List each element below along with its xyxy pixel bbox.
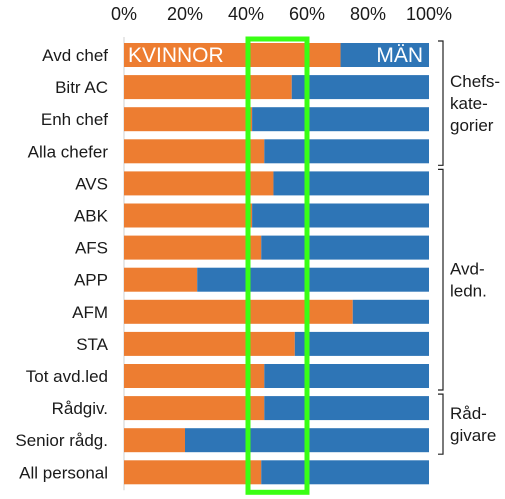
group-label: givare [450, 426, 496, 445]
bar-women [124, 460, 262, 485]
bar-men [264, 139, 429, 164]
bar-women [124, 364, 265, 388]
category-label: Alla chefer [28, 142, 109, 161]
bar-men [261, 460, 429, 485]
bar-men [340, 43, 429, 67]
x-tick-label: 0% [111, 4, 137, 24]
group-bracket [438, 40, 444, 166]
x-tick-label: 40% [228, 4, 264, 24]
bar-men [264, 364, 429, 388]
category-label: Senior rådg. [15, 431, 108, 450]
category-label: All personal [19, 463, 108, 482]
bar-men [261, 235, 429, 260]
category-label: Bitr AC [55, 78, 108, 97]
category-label: Rådgiv. [52, 399, 108, 418]
bar-men [352, 299, 429, 324]
group-label: Avd- [450, 260, 485, 279]
bar-women [124, 75, 292, 100]
category-label: AFM [72, 303, 108, 322]
group-label: Råd- [450, 404, 487, 423]
group-label: Chefs- [450, 72, 500, 91]
series-label-men: MÄN [376, 44, 423, 67]
bars [124, 43, 429, 485]
category-label: Enh chef [41, 110, 108, 129]
series-labels: KVINNOR MÄN [128, 44, 423, 67]
category-label: STA [76, 335, 108, 354]
category-labels: Avd chef Bitr AC Enh chef Alla chefer AVS ABK… [15, 46, 108, 482]
bar-men [197, 267, 429, 292]
bar-women [124, 43, 341, 67]
bar-women [124, 139, 265, 164]
group-label: gorier [450, 116, 494, 135]
bar-men [264, 396, 429, 421]
series-label-women: KVINNOR [128, 44, 224, 67]
highlight-band-frame [245, 36, 310, 495]
bar-men [252, 203, 429, 228]
category-label: Tot avd.led [26, 367, 108, 386]
group-brackets: Chefs-kate-gorier Avd-ledn. Råd-givare [438, 40, 500, 455]
bar-men [294, 331, 429, 356]
x-axis-ticks: 0% 20% 40% 60% 80% 100% [111, 4, 452, 24]
bar-women [124, 299, 353, 324]
x-tick-label: 100% [406, 4, 452, 24]
x-tick-label: 20% [167, 4, 203, 24]
group-bracket [438, 393, 444, 455]
category-label: AVS [75, 174, 108, 193]
bar-women [124, 267, 198, 292]
bar-women [124, 203, 253, 228]
bar-women [124, 235, 262, 260]
x-tick-label: 60% [289, 4, 325, 24]
bar-women [124, 171, 274, 196]
bar-women [124, 428, 185, 453]
group-bracket [438, 168, 444, 391]
bar-women [124, 396, 265, 421]
category-label: ABK [74, 207, 109, 226]
bar-women [124, 107, 253, 132]
category-label: AFS [75, 239, 108, 258]
category-label: APP [74, 271, 108, 290]
bar-men [252, 107, 429, 132]
bar-men [291, 75, 429, 100]
bar-women [124, 331, 295, 356]
bar-men [273, 171, 429, 196]
group-label: ledn. [450, 282, 487, 301]
highlight-band [245, 36, 310, 495]
group-label: kate- [450, 94, 488, 113]
x-tick-label: 80% [350, 4, 386, 24]
category-label: Avd chef [42, 46, 108, 65]
